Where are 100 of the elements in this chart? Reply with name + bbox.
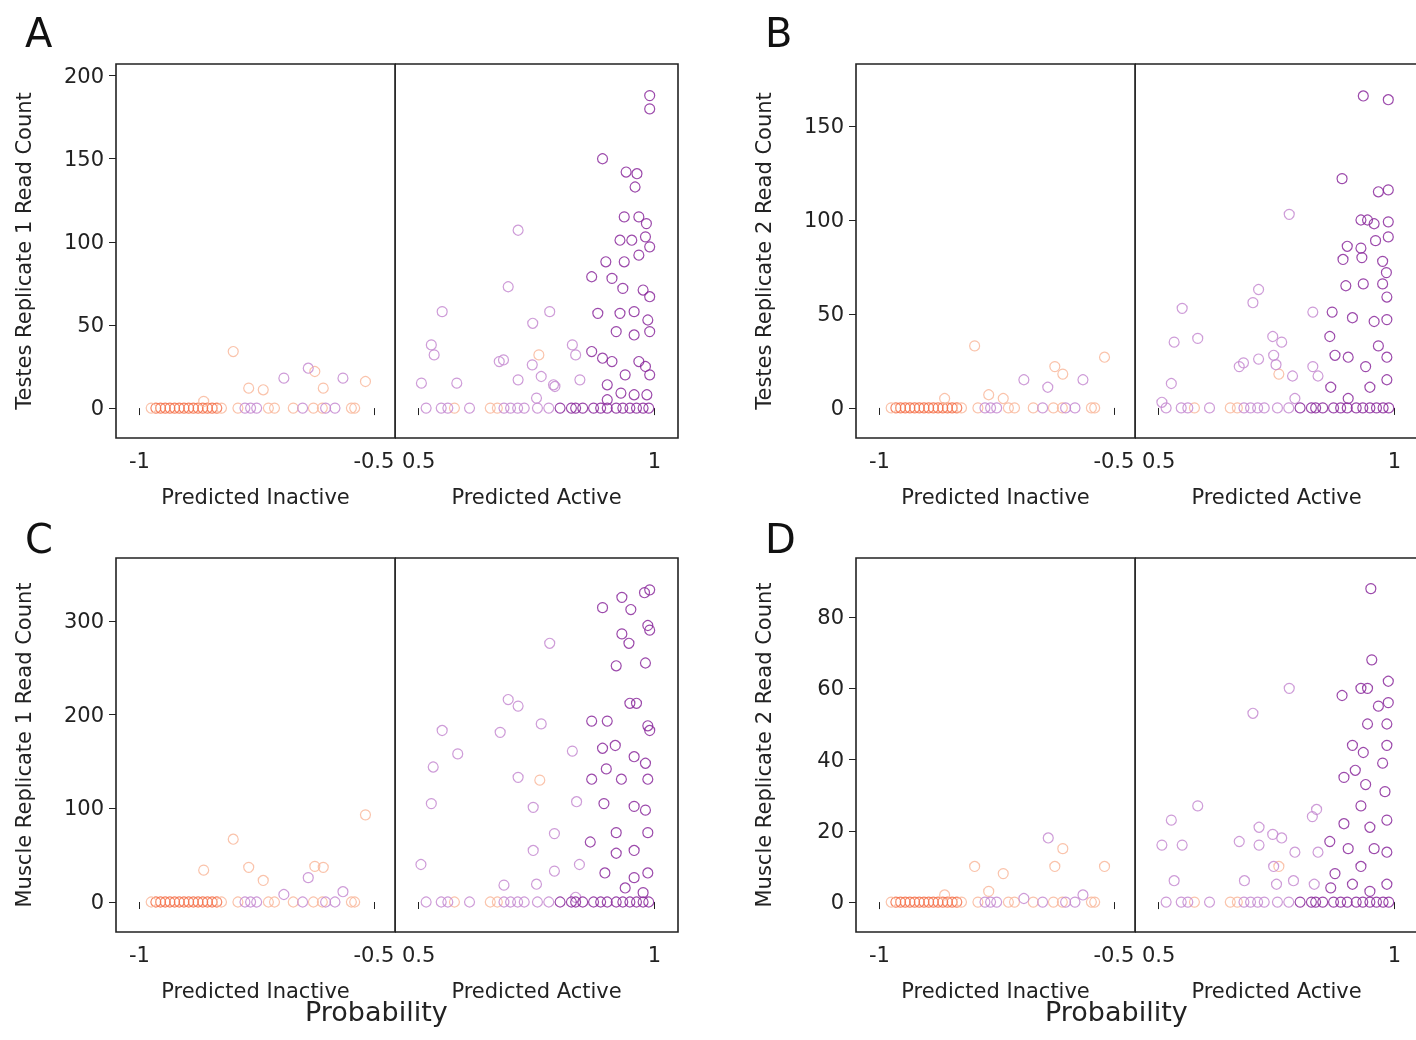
point [984, 896, 997, 908]
point [1372, 340, 1384, 352]
point [637, 284, 649, 296]
point [904, 402, 916, 414]
point [1324, 330, 1336, 343]
point [1060, 896, 1072, 908]
point [599, 867, 611, 879]
point [628, 751, 640, 763]
point [484, 896, 496, 908]
point [1247, 297, 1259, 309]
point [1168, 336, 1180, 348]
point [617, 896, 629, 908]
point [535, 718, 547, 730]
point [630, 697, 643, 709]
y-tick-label: 0 [830, 395, 844, 420]
point [232, 896, 244, 908]
point [586, 773, 598, 785]
point [600, 256, 612, 268]
point [337, 886, 349, 898]
y-tick-label: 50 [817, 301, 844, 326]
point [262, 896, 274, 908]
point [619, 369, 631, 381]
point [150, 896, 162, 908]
point [1037, 402, 1049, 414]
point [359, 809, 372, 821]
point [159, 402, 171, 414]
point [1377, 278, 1389, 290]
point [1283, 682, 1295, 694]
point [349, 896, 361, 908]
point [951, 896, 963, 908]
point [1176, 302, 1188, 314]
point [1224, 896, 1236, 908]
point [1382, 231, 1394, 243]
point [329, 402, 341, 414]
point [1192, 332, 1204, 344]
point [1355, 860, 1367, 873]
point [504, 896, 517, 908]
point [587, 896, 600, 908]
point [527, 317, 539, 329]
point [1341, 896, 1353, 908]
point [428, 349, 440, 361]
point [617, 282, 629, 294]
x-tick-label: 1 [1387, 942, 1402, 967]
y-tick-label: 100 [63, 796, 104, 821]
point [923, 402, 935, 414]
point [596, 742, 609, 754]
point [244, 896, 257, 908]
point [1364, 821, 1376, 833]
point [192, 402, 204, 414]
point [320, 896, 332, 908]
point [1057, 368, 1069, 380]
point [268, 896, 281, 908]
point [215, 402, 228, 414]
point [1341, 240, 1353, 252]
point [297, 402, 309, 414]
point [1271, 896, 1284, 908]
point [885, 402, 897, 414]
x-axis-title: Predicted Active [1191, 484, 1362, 509]
point [201, 402, 214, 414]
point [448, 896, 461, 908]
point [320, 402, 332, 414]
point [1252, 353, 1265, 365]
point [565, 402, 577, 414]
point [183, 896, 195, 908]
point [1077, 889, 1089, 901]
point [1233, 360, 1245, 373]
point [527, 844, 539, 857]
point [512, 224, 524, 236]
point [178, 402, 190, 414]
point [979, 896, 991, 908]
y-tick-label: 200 [63, 702, 104, 727]
point [1338, 818, 1350, 830]
point [1377, 896, 1389, 908]
point [1324, 835, 1336, 848]
point [502, 281, 514, 293]
point [1346, 739, 1359, 751]
point [598, 797, 610, 810]
point [566, 745, 578, 757]
y-tick-label: 150 [63, 146, 104, 171]
point [1361, 682, 1374, 694]
point [1327, 896, 1340, 908]
point [642, 720, 654, 732]
point [1335, 402, 1347, 414]
point [1089, 896, 1101, 908]
y-tick-label: 0 [90, 396, 104, 421]
point [969, 860, 981, 873]
point [1357, 402, 1369, 414]
point [610, 827, 622, 839]
point [1368, 315, 1380, 328]
point [644, 291, 656, 303]
point [1273, 368, 1285, 380]
point [1168, 875, 1180, 887]
point [512, 896, 524, 908]
point [302, 872, 314, 884]
point [243, 861, 255, 873]
point [1368, 843, 1380, 855]
point [1252, 896, 1264, 908]
point [452, 748, 464, 760]
point [972, 402, 984, 414]
point [1237, 357, 1250, 369]
